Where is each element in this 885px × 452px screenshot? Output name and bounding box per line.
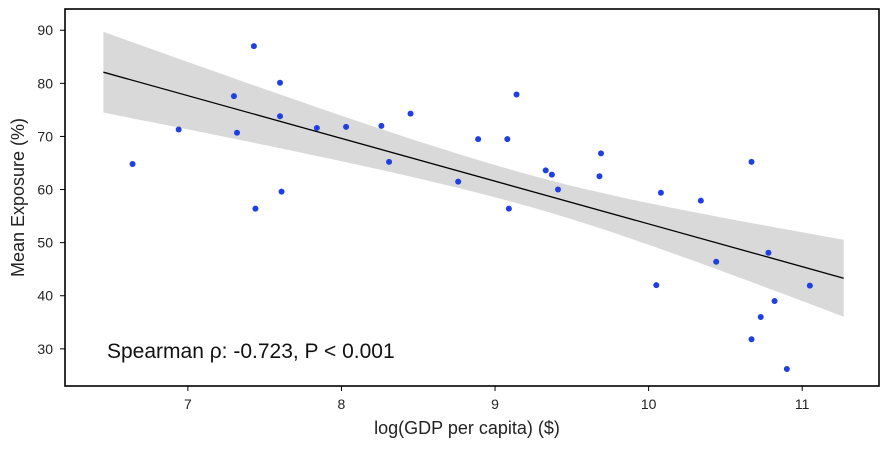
y-tick-label: 60 [37, 182, 53, 198]
data-point [378, 122, 385, 129]
y-tick-label: 80 [37, 75, 53, 91]
data-point [697, 197, 704, 204]
data-point [657, 189, 664, 196]
data-point [386, 158, 393, 165]
regression-line [103, 71, 844, 279]
y-axis-ticks: 30 40 50 60 70 80 90 [37, 22, 65, 357]
data-points-layer [129, 43, 813, 373]
data-point [653, 282, 660, 289]
data-point [783, 366, 790, 373]
data-point [455, 178, 462, 185]
data-point [505, 205, 512, 212]
data-point [407, 110, 414, 117]
data-point [252, 205, 259, 212]
data-point [513, 91, 520, 98]
data-point [175, 126, 182, 133]
data-point [713, 258, 720, 265]
data-point [475, 136, 482, 143]
x-tick-label: 10 [641, 396, 657, 412]
y-tick-label: 40 [37, 288, 53, 304]
data-point [596, 173, 603, 180]
x-tick-label: 9 [491, 396, 499, 412]
y-tick-label: 50 [37, 235, 53, 251]
data-point [757, 313, 764, 320]
data-point [504, 136, 511, 143]
data-point [555, 186, 562, 193]
data-point [277, 79, 284, 86]
data-point [234, 129, 241, 136]
y-tick-label: 90 [37, 22, 53, 38]
y-tick-label: 30 [37, 341, 53, 357]
data-point [313, 124, 320, 131]
x-tick-label: 7 [184, 396, 192, 412]
y-tick-label: 70 [37, 128, 53, 144]
data-point [542, 167, 549, 174]
data-point [548, 171, 555, 178]
data-point [343, 123, 350, 130]
data-point [250, 43, 257, 50]
confidence-band [103, 31, 844, 317]
data-point [765, 249, 772, 256]
x-tick-label: 8 [338, 396, 346, 412]
y-axis-title: Mean Exposure (%) [8, 118, 28, 277]
data-point [129, 161, 136, 168]
x-tick-label: 11 [795, 396, 810, 412]
regression-line-layer [103, 71, 844, 279]
data-point [748, 336, 755, 343]
x-axis-title: log(GDP per capita) ($) [374, 418, 560, 438]
data-point [277, 113, 284, 120]
plot-frame [64, 8, 880, 387]
x-axis-ticks: 7 8 9 10 11 [184, 386, 810, 412]
data-point [598, 150, 605, 157]
data-point [806, 282, 813, 289]
data-point [230, 93, 237, 100]
confidence-band-layer [103, 31, 844, 317]
data-point [748, 158, 755, 165]
spearman-annotation: Spearman ρ: -0.723, P < 0.001 [107, 340, 395, 363]
data-point [771, 298, 778, 305]
data-point [278, 188, 285, 195]
